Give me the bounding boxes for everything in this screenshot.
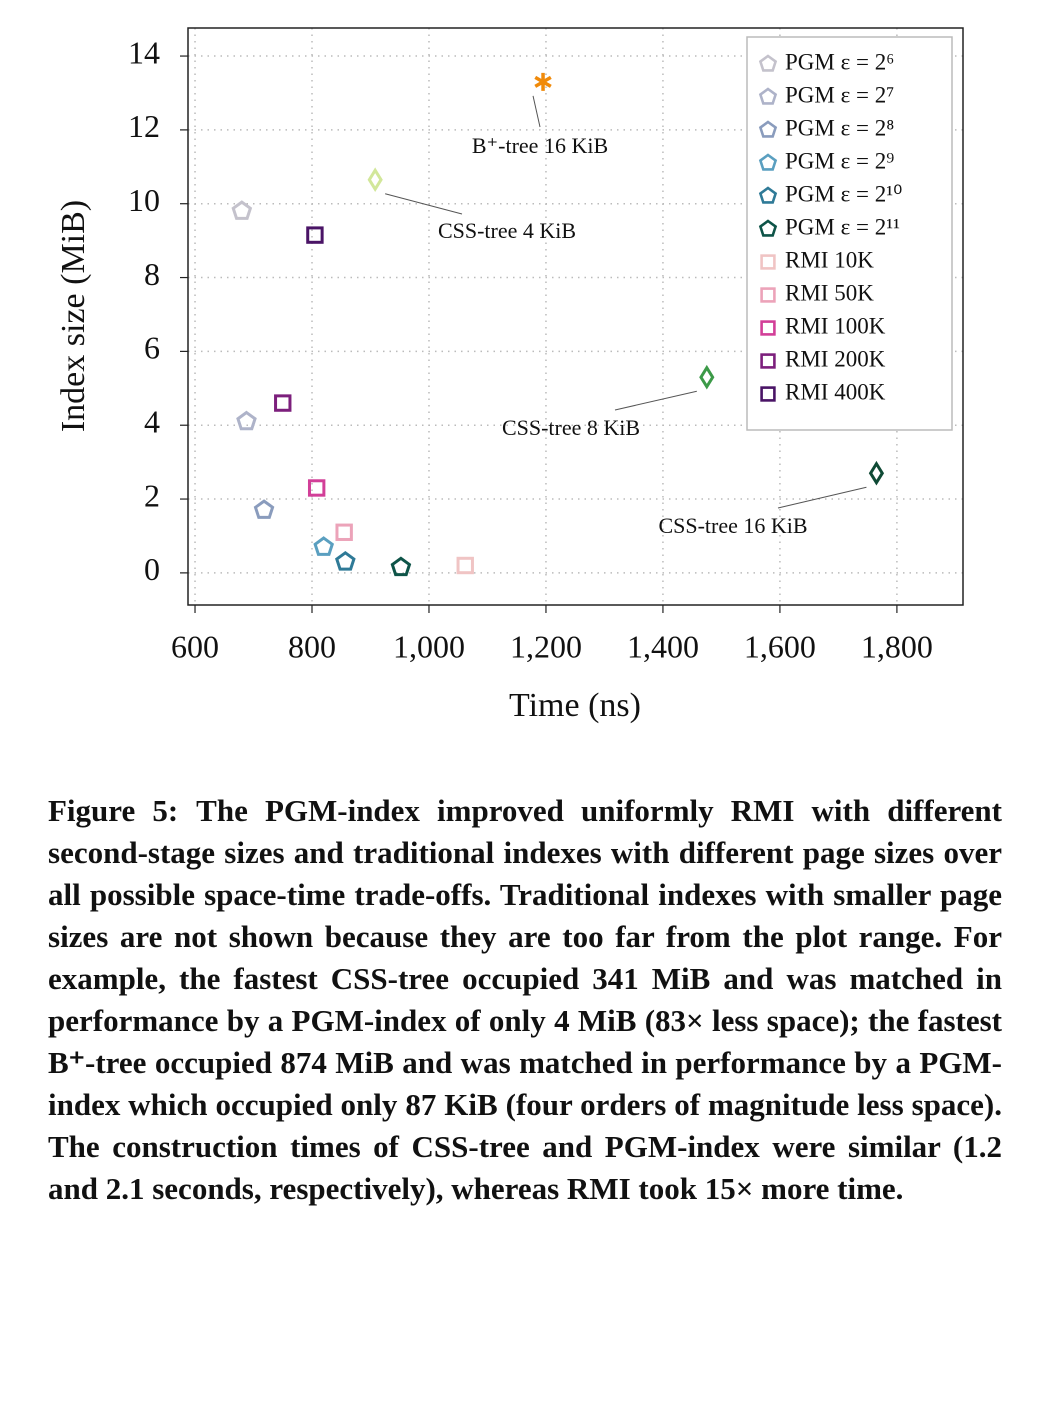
marker-square [307, 479, 326, 497]
chart: Time (ns) Index size (MiB) 600 800 1,000 1,… [55, 27, 964, 724]
annotation: CSS-tree 8 KiB [502, 415, 640, 440]
marker-square [306, 226, 324, 244]
marker-pentagon [758, 219, 778, 237]
x-tick-label: 1,000 [393, 628, 465, 664]
legend-label: RMI 10K [785, 247, 874, 272]
marker-square [760, 254, 776, 270]
legend-label: PGM ε = 2¹⁰ [785, 181, 902, 206]
legend-label: PGM ε = 2¹¹ [785, 214, 900, 239]
x-axis-label: Time (ns) [509, 687, 641, 724]
marker-pentagon [758, 54, 778, 72]
marker-pentagon [253, 499, 275, 519]
y-tick-label: 14 [128, 34, 160, 70]
y-tick-label: 0 [144, 551, 160, 587]
legend: PGM ε = 2⁶ PGM ε = 2⁷ PGM ε = 2⁸ PGM ε = 2⁹… [746, 36, 953, 431]
x-tick-label: 1,200 [510, 628, 582, 664]
caption-label: Figure 5: [48, 793, 179, 828]
marker-square [760, 353, 776, 369]
y-tick-label: 2 [144, 477, 160, 513]
annotation-leader [532, 95, 541, 128]
marker-pentagon [758, 120, 778, 138]
y-axis-label: Index size (MiB) [55, 200, 92, 432]
marker-pentagon [236, 410, 257, 431]
marker-pentagon [390, 556, 412, 577]
plot-frame [187, 27, 964, 606]
y-tick-label: 10 [128, 182, 160, 218]
legend-label: PGM ε = 2⁶ [785, 49, 894, 74]
x-tick-label: 600 [171, 628, 219, 664]
legend-label: RMI 100K [785, 313, 886, 338]
caption: Figure 5: The PGM-index improved uniforml… [48, 790, 1002, 1210]
marker-star [534, 72, 552, 91]
marker-square [760, 287, 776, 303]
legend-label: PGM ε = 2⁹ [785, 148, 894, 173]
annotation: CSS-tree 16 KiB [658, 513, 807, 538]
marker-pentagon [313, 536, 335, 556]
x-tick-label: 1,800 [861, 628, 933, 664]
marker-pentagon [231, 200, 253, 220]
annotation-leader [385, 193, 463, 215]
marker-diamond [367, 167, 383, 193]
annotation: B⁺-tree 16 KiB [472, 133, 608, 158]
caption-text: The PGM-index improved uniformly RMI wit… [48, 793, 1002, 1206]
marker-square [760, 386, 776, 402]
legend-label: PGM ε = 2⁷ [785, 82, 894, 107]
legend-label: PGM ε = 2⁸ [785, 115, 894, 140]
marker-square [335, 523, 353, 541]
marker-square [760, 320, 776, 336]
marker-pentagon [758, 87, 778, 105]
marker-diamond [868, 460, 885, 486]
y-tick-label: 8 [144, 256, 160, 292]
annotation-leader [777, 486, 867, 509]
marker-pentagon [758, 186, 778, 204]
legend-box [746, 36, 953, 431]
y-tick-label: 12 [128, 108, 160, 144]
y-tick-label: 4 [144, 404, 160, 440]
annotation-leader [614, 390, 697, 411]
x-tick-label: 800 [288, 628, 336, 664]
marker-pentagon [335, 550, 356, 571]
marker-square [456, 556, 474, 575]
x-tick-label: 1,400 [627, 628, 699, 664]
legend-label: RMI 50K [785, 280, 874, 305]
x-tick-label: 1,600 [744, 628, 816, 664]
legend-label: RMI 400K [785, 379, 886, 404]
y-tick-label: 6 [144, 330, 160, 366]
marker-square [274, 394, 292, 412]
legend-label: RMI 200K [785, 346, 886, 371]
marker-diamond [699, 364, 715, 390]
marker-pentagon [758, 153, 778, 171]
annotation: CSS-tree 4 KiB [438, 218, 576, 243]
